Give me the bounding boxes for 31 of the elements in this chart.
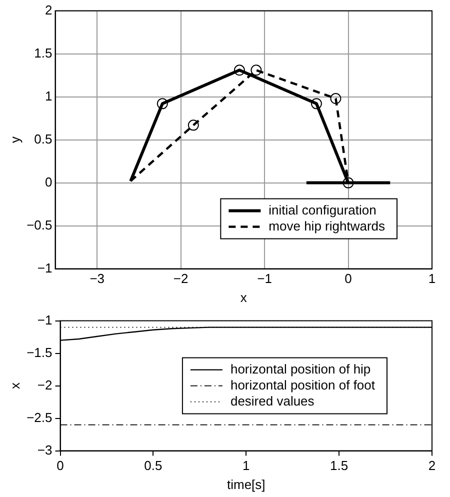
y-tick-label: −1: [37, 260, 52, 276]
legend-label: horizontal position of hip: [230, 361, 371, 376]
y-tick-label: −3: [37, 442, 52, 458]
x-axis-title: time[s]: [226, 476, 266, 492]
y-tick-label: −0.5: [26, 217, 52, 232]
y-tick-label: −2.5: [26, 410, 52, 425]
x-tick-label: 0: [344, 271, 352, 286]
x-tick-label: −2: [173, 271, 188, 286]
x-tick-label: −1: [257, 271, 272, 286]
y-tick-label: −1: [37, 312, 52, 328]
x-tick-label: 0: [56, 458, 64, 474]
x-axis-title: x: [240, 290, 248, 305]
x-tick-label: 1: [428, 271, 436, 286]
y-tick-label: 0: [45, 174, 52, 190]
y-tick-label: 0.5: [34, 131, 52, 146]
y-axis-title: y: [7, 136, 22, 144]
y-tick-label: 2: [45, 2, 52, 18]
y-tick-label: −1.5: [26, 344, 52, 360]
x-tick-label: 2: [428, 458, 436, 474]
legend-label: horizontal position of foot: [230, 377, 376, 392]
y-tick-label: −2: [37, 377, 52, 392]
x-tick-label: −3: [90, 271, 105, 286]
x-tick-label: 1.5: [330, 458, 348, 474]
y-tick-label: 1: [45, 88, 52, 104]
x-tick-label: 0.5: [144, 458, 162, 474]
x-tick-label: 1: [242, 458, 250, 474]
y-axis-title: x: [7, 382, 22, 390]
legend-label: move hip rightwards: [268, 218, 386, 234]
legend-label: desired values: [230, 393, 315, 408]
y-tick-label: 1.5: [34, 45, 52, 60]
legend-label: initial configuration: [268, 202, 376, 218]
